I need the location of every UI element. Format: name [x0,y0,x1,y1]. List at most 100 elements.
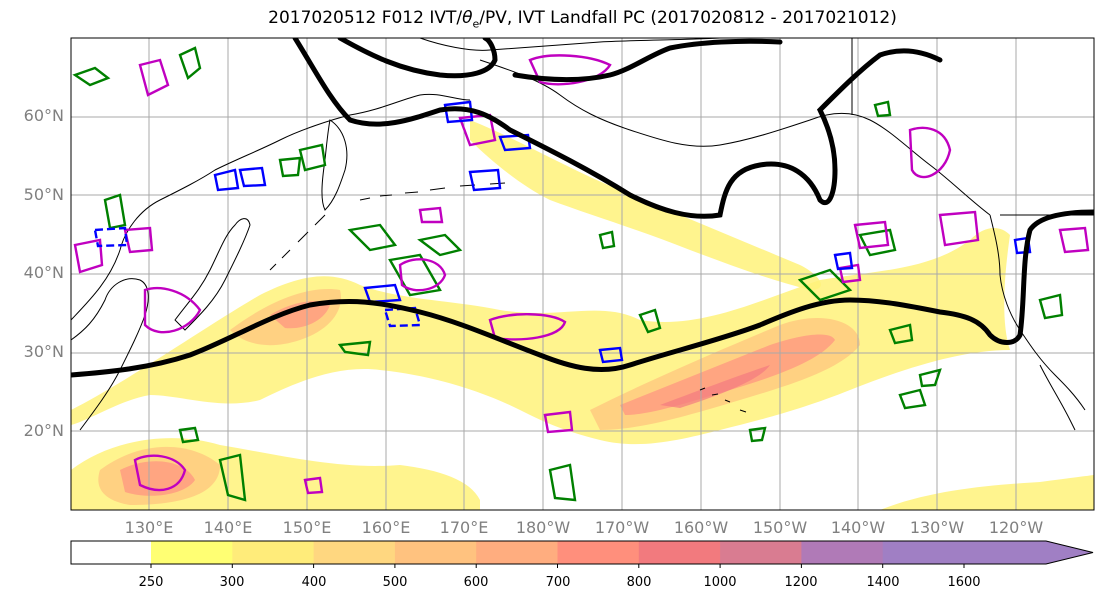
lat-label-40n: 40°N [23,263,64,282]
pc-contour-north [292,38,943,219]
theta-e-contour [898,388,927,410]
ivt-band-high3 [120,461,195,496]
colorbar-segment-white [71,541,151,564]
map-frame [70,37,1095,511]
pv-contour [1058,226,1090,254]
lon-label-130e: 130°E [124,518,174,537]
pv-negative-contour [363,283,402,304]
theta-e-contour [388,253,442,297]
coast-baja [1039,364,1076,431]
ivt-band-north [470,120,821,290]
map-content [71,38,1094,510]
pv-negative-contour [443,100,474,124]
theta-e-contour [638,308,662,334]
pv-contour [488,313,567,341]
colorbar-segment [476,541,558,564]
theta-e-contour [72,66,111,87]
pv-contour [73,238,104,274]
colorbar-segment [151,541,233,564]
pv-negative-contour [598,346,624,364]
lon-label-150e: 150°E [282,518,332,537]
theta-e-contour [278,156,302,178]
coast-alaska-north [419,38,721,51]
coast-hawaii [699,387,747,413]
colorbar-ticks [150,564,965,568]
colorbar-label-800: 800 [626,575,652,590]
map-title: 2017020512 F012 IVT/θe/PV, IVT Landfall … [0,8,1105,30]
lon-label-160e: 160°E [361,518,411,537]
pv-contour [528,54,612,86]
lon-label-180w: 180°W [515,518,571,537]
theta-e-contour [178,46,202,81]
colorbar-label-600: 600 [463,575,489,590]
pv-contour [908,126,952,179]
colorbar-label-250: 250 [138,575,164,590]
pv-contours [73,54,1090,495]
theta-e-contour [218,453,247,502]
lon-label-140e: 140°E [203,518,253,537]
theta-e-contour [347,223,398,252]
colorbar-label-500: 500 [382,575,408,590]
title-theta: θ [462,8,473,28]
lon-label-160w: 160°W [673,518,729,537]
colorbar-label-700: 700 [545,575,571,590]
pc-contour-top [337,38,498,79]
theta-e-contour [918,368,942,388]
colorbar-outline [70,540,1094,565]
ivt-band-high2 [620,334,835,415]
pv-negative-contour [213,168,240,192]
lat-label-60n: 60°N [23,106,64,125]
theta-e-contour [873,100,892,118]
title-subscript: e [472,17,480,31]
pv-contour [853,220,890,250]
lat-label-50n: 50°N [23,185,64,204]
coast-kuril [269,214,326,271]
colorbar-segment [801,541,884,564]
theta-e-contour [548,463,577,502]
colorbar-segment [882,541,1093,564]
ivt-shading [71,120,1094,510]
lon-label-140w: 140°W [830,518,886,537]
colorbar-label-300: 300 [219,575,245,590]
pv-negative-contour [468,168,502,192]
colorbar-segment [557,541,640,564]
pv-negative-contour [238,166,267,188]
title-prefix: 2017020512 F012 IVT/ [268,8,463,28]
colorbar-segment [394,541,477,564]
lon-label-130w: 130°W [909,518,965,537]
pv-contour [138,58,170,97]
colorbar-segment [232,541,315,564]
coast-korea-china [71,278,149,431]
colorbar-label-1400: 1400 [866,575,900,590]
colorbar-segment [638,541,721,564]
lon-label-150w: 150°W [752,518,808,537]
pv-contour [938,210,980,247]
colorbar-label-400: 400 [301,575,327,590]
lat-label-20n: 20°N [23,421,64,440]
lon-label-170w: 170°W [594,518,650,537]
ivt-band-peak [660,365,770,408]
coast-aleutian [359,182,506,201]
colorbar-label-1200: 1200 [784,575,818,590]
coastlines [71,38,1094,431]
colorbar-segment [313,541,396,564]
lat-label-30n: 30°N [23,342,64,361]
theta-e-contour [298,143,327,172]
pv-contour [398,258,447,292]
theta-e-contour [888,323,914,345]
theta-e-contour [1038,293,1064,320]
lon-label-120w: 120°W [988,518,1044,537]
theta-e-contour [103,193,127,230]
pv-negative-contour [833,251,854,271]
title-suffix: /PV, IVT Landfall PC (2017020812 - 20170… [479,8,897,28]
pv-contour [458,113,497,147]
colorbar-segments [151,541,1093,564]
colorbar-segment [720,541,802,564]
lon-label-170e: 170°E [439,518,489,537]
pv-contour [143,287,202,334]
colorbar-label-1000: 1000 [703,575,737,590]
pv-negative-contours [93,100,1032,364]
pv-contour [418,206,444,224]
coast-alaska [479,59,991,216]
